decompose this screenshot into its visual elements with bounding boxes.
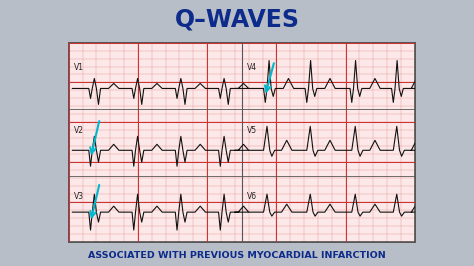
Text: V6: V6	[247, 192, 257, 201]
Text: V5: V5	[247, 126, 257, 135]
Text: V1: V1	[74, 63, 84, 72]
Text: ASSOCIATED WITH PREVIOUS MYOCARDIAL INFARCTION: ASSOCIATED WITH PREVIOUS MYOCARDIAL INFA…	[88, 251, 386, 260]
Text: V4: V4	[247, 63, 257, 72]
Text: Q–WAVES: Q–WAVES	[174, 8, 300, 32]
Text: V3: V3	[74, 192, 84, 201]
Text: V2: V2	[74, 126, 84, 135]
